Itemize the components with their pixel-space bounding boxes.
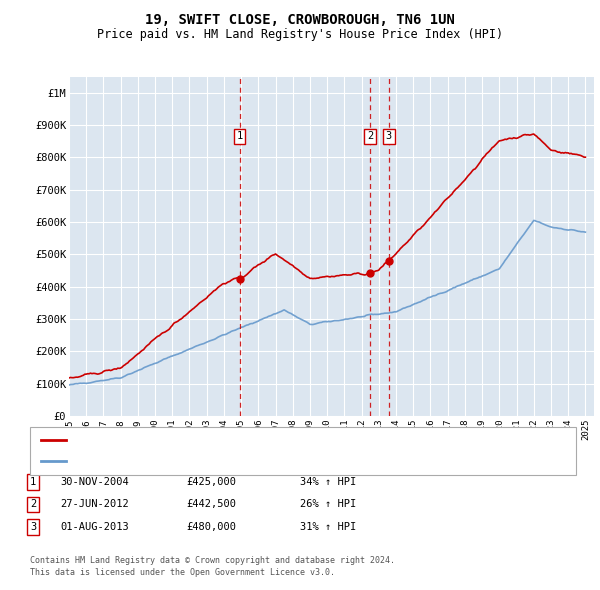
Text: Contains HM Land Registry data © Crown copyright and database right 2024.: Contains HM Land Registry data © Crown c… xyxy=(30,556,395,565)
Text: 27-JUN-2012: 27-JUN-2012 xyxy=(60,500,129,509)
Text: 31% ↑ HPI: 31% ↑ HPI xyxy=(300,522,356,532)
Text: £425,000: £425,000 xyxy=(186,477,236,487)
Text: 01-AUG-2013: 01-AUG-2013 xyxy=(60,522,129,532)
Text: 2: 2 xyxy=(30,500,36,509)
Text: Price paid vs. HM Land Registry's House Price Index (HPI): Price paid vs. HM Land Registry's House … xyxy=(97,28,503,41)
Text: £442,500: £442,500 xyxy=(186,500,236,509)
Text: This data is licensed under the Open Government Licence v3.0.: This data is licensed under the Open Gov… xyxy=(30,568,335,576)
Text: 2: 2 xyxy=(367,132,373,142)
Text: HPI: Average price, detached house, Wealden: HPI: Average price, detached house, Weal… xyxy=(71,457,329,467)
Text: 3: 3 xyxy=(30,522,36,532)
Text: 19, SWIFT CLOSE, CROWBOROUGH, TN6 1UN: 19, SWIFT CLOSE, CROWBOROUGH, TN6 1UN xyxy=(145,13,455,27)
Text: 26% ↑ HPI: 26% ↑ HPI xyxy=(300,500,356,509)
Text: 3: 3 xyxy=(386,132,392,142)
Text: £480,000: £480,000 xyxy=(186,522,236,532)
Text: 19, SWIFT CLOSE, CROWBOROUGH, TN6 1UN (detached house): 19, SWIFT CLOSE, CROWBOROUGH, TN6 1UN (d… xyxy=(71,435,395,445)
Text: 34% ↑ HPI: 34% ↑ HPI xyxy=(300,477,356,487)
Text: 1: 1 xyxy=(30,477,36,487)
Text: 30-NOV-2004: 30-NOV-2004 xyxy=(60,477,129,487)
Text: 1: 1 xyxy=(236,132,243,142)
